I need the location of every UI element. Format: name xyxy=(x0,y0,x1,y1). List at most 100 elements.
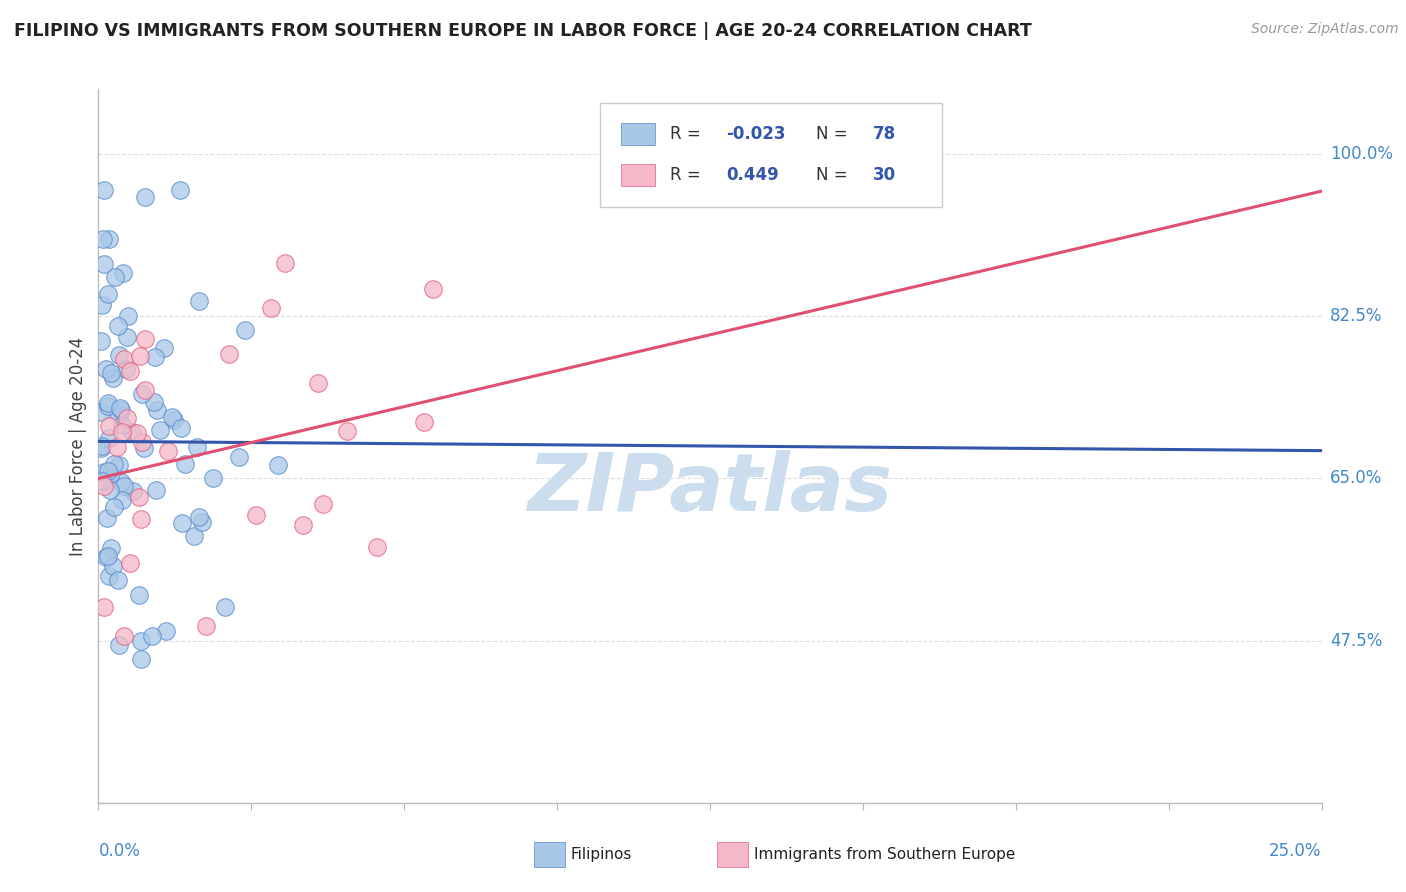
Point xyxy=(90,298,112,312)
Point xyxy=(97,396,120,410)
Point xyxy=(90,404,112,418)
Point xyxy=(93,599,115,614)
Point xyxy=(93,479,115,493)
Point xyxy=(170,420,193,434)
Point xyxy=(97,286,120,301)
Point xyxy=(128,490,150,504)
Point xyxy=(129,652,152,666)
Point xyxy=(103,371,125,385)
Point xyxy=(312,497,335,511)
Point xyxy=(98,419,121,434)
Point xyxy=(422,282,444,296)
Point xyxy=(91,232,114,246)
Point xyxy=(97,464,120,478)
Point xyxy=(214,600,236,615)
Point xyxy=(128,589,150,603)
Point xyxy=(129,634,152,648)
Point xyxy=(105,440,128,454)
Text: Filipinos: Filipinos xyxy=(571,847,633,862)
Point xyxy=(129,512,152,526)
Point xyxy=(97,432,120,446)
Point xyxy=(93,465,115,479)
Point xyxy=(112,629,135,643)
Point xyxy=(115,362,138,376)
Point xyxy=(157,444,180,458)
Point xyxy=(131,434,153,449)
Text: Immigrants from Southern Europe: Immigrants from Southern Europe xyxy=(754,847,1015,862)
Point xyxy=(169,183,191,197)
Point xyxy=(141,629,163,643)
Point xyxy=(149,423,172,437)
Point xyxy=(98,232,121,246)
Point xyxy=(160,409,183,424)
Y-axis label: In Labor Force | Age 20-24: In Labor Force | Age 20-24 xyxy=(69,336,87,556)
Point xyxy=(307,376,329,390)
Point xyxy=(110,402,132,417)
Point xyxy=(96,511,118,525)
Point xyxy=(108,407,131,421)
Point xyxy=(111,425,134,439)
Point xyxy=(143,394,166,409)
Point xyxy=(90,474,112,488)
Point xyxy=(125,425,148,440)
Text: ZIPatlas: ZIPatlas xyxy=(527,450,893,528)
Point xyxy=(245,508,267,523)
Point xyxy=(93,183,115,197)
Point xyxy=(134,332,156,346)
Point xyxy=(96,549,118,564)
Text: 100.0%: 100.0% xyxy=(1330,145,1393,163)
Point xyxy=(100,467,122,481)
Point xyxy=(183,529,205,543)
Point xyxy=(273,256,295,270)
Point xyxy=(111,266,134,280)
Point xyxy=(186,440,208,454)
Point xyxy=(134,383,156,397)
Point xyxy=(187,510,209,524)
Point xyxy=(143,351,166,365)
Point xyxy=(131,386,153,401)
Point xyxy=(228,450,250,464)
Point xyxy=(291,518,314,533)
Text: 65.0%: 65.0% xyxy=(1330,469,1382,487)
Point xyxy=(260,301,283,315)
Point xyxy=(128,349,150,363)
Text: R =: R = xyxy=(669,125,700,143)
Point xyxy=(115,330,138,344)
Point xyxy=(117,309,139,323)
Point xyxy=(153,341,176,355)
Point xyxy=(118,556,141,570)
Point xyxy=(104,269,127,284)
Point xyxy=(100,367,122,381)
Point xyxy=(218,347,240,361)
Point xyxy=(121,483,143,498)
Point xyxy=(121,425,143,440)
Point xyxy=(413,415,436,429)
Point xyxy=(107,638,129,652)
Point xyxy=(107,573,129,587)
FancyBboxPatch shape xyxy=(620,123,655,145)
Point xyxy=(112,352,135,367)
Point xyxy=(267,458,290,473)
Text: 47.5%: 47.5% xyxy=(1330,632,1382,649)
Text: 82.5%: 82.5% xyxy=(1330,307,1382,326)
Point xyxy=(188,294,211,309)
Point xyxy=(98,483,121,498)
Point xyxy=(146,402,169,417)
Point xyxy=(94,362,117,376)
Text: FILIPINO VS IMMIGRANTS FROM SOUTHERN EUROPE IN LABOR FORCE | AGE 20-24 CORRELATI: FILIPINO VS IMMIGRANTS FROM SOUTHERN EUR… xyxy=(14,22,1032,40)
Text: N =: N = xyxy=(817,125,848,143)
FancyBboxPatch shape xyxy=(600,103,942,207)
Text: R =: R = xyxy=(669,166,700,184)
Point xyxy=(98,569,121,583)
Point xyxy=(120,363,142,377)
Point xyxy=(90,441,112,455)
Point xyxy=(145,483,167,497)
Point xyxy=(90,334,112,348)
Text: 30: 30 xyxy=(873,166,896,184)
Point xyxy=(174,457,197,471)
Point xyxy=(101,559,124,574)
Point xyxy=(155,624,177,639)
Text: 0.0%: 0.0% xyxy=(98,842,141,860)
Text: 25.0%: 25.0% xyxy=(1270,842,1322,860)
Point xyxy=(108,348,131,362)
